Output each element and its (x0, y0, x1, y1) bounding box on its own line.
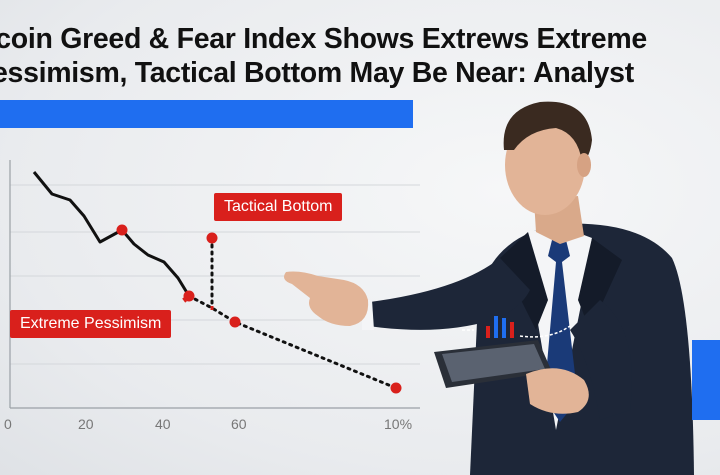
businessman-figure (284, 101, 694, 475)
x-tick-label: 60 (231, 416, 247, 432)
chart-gridlines (10, 184, 420, 365)
x-tick-label: 20 (78, 416, 94, 432)
data-point-marker (116, 224, 128, 236)
ear (577, 153, 591, 177)
mini-bar (510, 322, 514, 338)
data-point-marker (390, 382, 402, 394)
extreme-pessimism-label: Extreme Pessimism (10, 310, 172, 338)
data-point-marker (206, 232, 218, 244)
tablet-arm (570, 300, 632, 420)
x-tick-label: 10% (384, 416, 413, 432)
headline-line-2: essimism, Tactical Bottom May Be Near: A… (0, 57, 634, 89)
headline-line-1: tcoin Greed & Fear Index Shows Extrews E… (0, 23, 647, 55)
head (505, 115, 585, 215)
holding-hand (526, 368, 589, 414)
data-point-marker (183, 290, 195, 302)
index-line (32, 171, 191, 297)
pointing-hand (284, 271, 369, 326)
marker-tick (182, 297, 187, 303)
mini-bar (494, 316, 498, 338)
accent-bar (0, 100, 413, 128)
x-tick-label: 40 (155, 416, 171, 432)
lapel-right (578, 238, 622, 330)
x-tick-label: 0 (4, 416, 12, 432)
mini-bar (502, 318, 506, 338)
data-point-marker (229, 316, 241, 328)
mini-bar (486, 326, 490, 338)
hair (503, 101, 592, 162)
article-headline: tcoin Greed & Fear Index Shows Extrews E… (0, 22, 720, 90)
tactical-bottom-label: Tactical Bottom (214, 193, 343, 221)
projection-line (187, 294, 398, 390)
accent-block (692, 340, 720, 420)
pointing-arm (368, 258, 530, 330)
mini-bar-chart (462, 316, 571, 338)
lapel-left (500, 232, 548, 330)
tablet-screen (442, 344, 545, 382)
mini-line (462, 325, 571, 338)
